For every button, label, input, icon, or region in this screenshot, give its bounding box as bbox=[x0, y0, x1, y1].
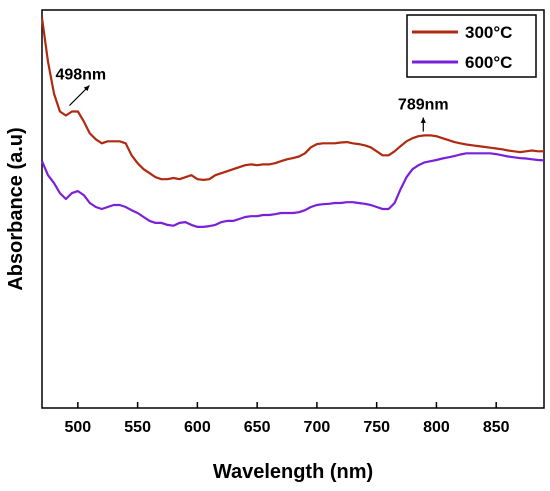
legend-label-300C: 300°C bbox=[465, 23, 512, 42]
x-tick-label: 700 bbox=[304, 419, 331, 436]
x-axis-title: Wavelength (nm) bbox=[213, 461, 373, 483]
annotation-label: 789nm bbox=[398, 97, 449, 114]
annotations: 498nm 789nm bbox=[55, 66, 449, 132]
series-layer bbox=[40, 17, 545, 228]
x-tick-label: 650 bbox=[244, 419, 271, 436]
plot-frame bbox=[41, 9, 545, 409]
series-line-1 bbox=[40, 152, 545, 228]
x-tick-label: 800 bbox=[423, 419, 450, 436]
legend-label-600C: 600°C bbox=[465, 53, 512, 72]
legend: 300°C 600°C bbox=[406, 14, 537, 78]
x-tick-label: 550 bbox=[124, 419, 151, 436]
annotation-arrow-head bbox=[420, 117, 426, 123]
annotation-label: 498nm bbox=[55, 66, 106, 83]
series-line-0 bbox=[40, 17, 544, 181]
x-tick-label: 750 bbox=[363, 419, 390, 436]
legend-box bbox=[406, 14, 537, 78]
annotation-arrow-head bbox=[83, 85, 90, 92]
x-axis: 500 550 600 650 700 750 800 850 bbox=[65, 402, 510, 436]
x-tick-label: 600 bbox=[184, 419, 211, 436]
y-axis-title: Absorbance (a.u) bbox=[5, 127, 27, 290]
x-tick-label: 850 bbox=[483, 419, 510, 436]
x-tick-label: 500 bbox=[65, 419, 92, 436]
